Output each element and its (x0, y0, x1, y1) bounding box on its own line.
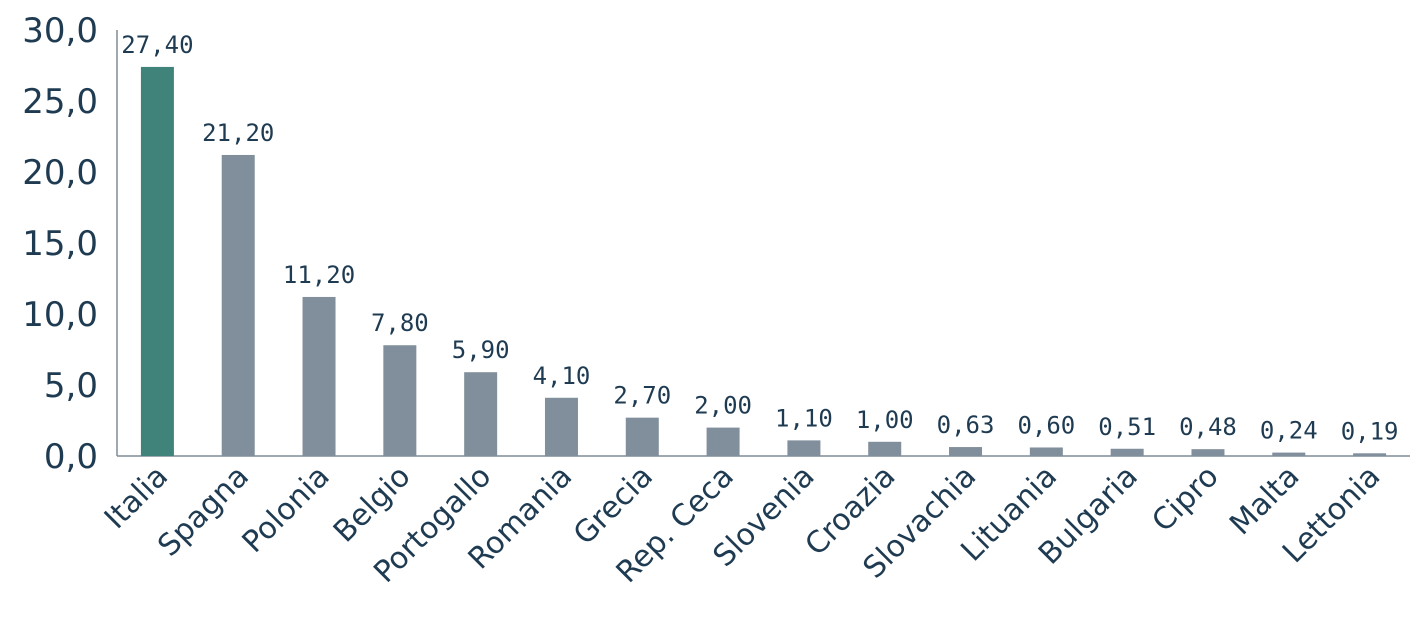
x-tick-label: Spagna (151, 459, 256, 564)
bar-portogallo (464, 372, 498, 456)
data-label: 0,51 (1098, 413, 1156, 441)
data-label: 0,48 (1179, 413, 1237, 441)
bar-grecia (625, 417, 659, 456)
bar-cipro (1191, 449, 1225, 456)
data-label: 1,00 (856, 406, 914, 434)
data-label: 2,00 (694, 392, 752, 420)
bar-spagna (221, 154, 255, 456)
y-tick-label: 10,0 (22, 295, 98, 335)
x-tick-label: Polonia (236, 459, 337, 560)
data-label: 0,60 (1017, 411, 1075, 439)
bar-slovachia (949, 447, 983, 456)
bar-polonia (302, 296, 336, 456)
bar-bulgaria (1110, 448, 1144, 456)
bar-rep-ceca (706, 427, 740, 456)
y-tick-label: 20,0 (22, 153, 98, 193)
category-labels: ItaliaSpagnaPoloniaBelgioPortogalloRoman… (98, 459, 1387, 590)
bar-croazia (868, 441, 902, 456)
bar-lituania (1029, 447, 1063, 456)
y-tick-label: 0,0 (44, 437, 98, 477)
data-label: 4,10 (533, 362, 591, 390)
bar-romania (544, 397, 578, 456)
data-label: 0,19 (1341, 417, 1399, 445)
bars (140, 66, 1387, 457)
y-axis: 0,0 5,0 10,0 15,0 20,0 25,0 30,0 (22, 11, 118, 477)
x-tick-label: Italia (98, 459, 175, 536)
data-labels: 27,40 21,20 11,20 7,80 5,90 4,10 2,70 2,00 1,10 1… (121, 31, 1398, 445)
bar-malta (1272, 452, 1306, 456)
data-label: 0,63 (937, 411, 995, 439)
y-tick-label: 25,0 (22, 82, 98, 122)
y-tick-label: 30,0 (22, 11, 98, 51)
data-label: 2,70 (613, 382, 671, 410)
bar-slovenia (787, 440, 821, 456)
bar-lettonia (1353, 453, 1387, 456)
data-label: 0,24 (1260, 417, 1318, 445)
data-label: 5,90 (452, 336, 510, 364)
y-tick-label: 5,0 (44, 366, 98, 406)
x-tick-label: Cipro (1145, 459, 1225, 539)
y-tick-label: 15,0 (22, 224, 98, 264)
bar-belgio (383, 345, 417, 456)
data-label: 11,20 (283, 261, 355, 289)
bar-italia (140, 66, 174, 457)
data-label: 7,80 (371, 309, 429, 337)
data-label: 1,10 (775, 404, 833, 432)
data-label: 21,20 (202, 119, 274, 147)
data-label: 27,40 (121, 31, 193, 59)
